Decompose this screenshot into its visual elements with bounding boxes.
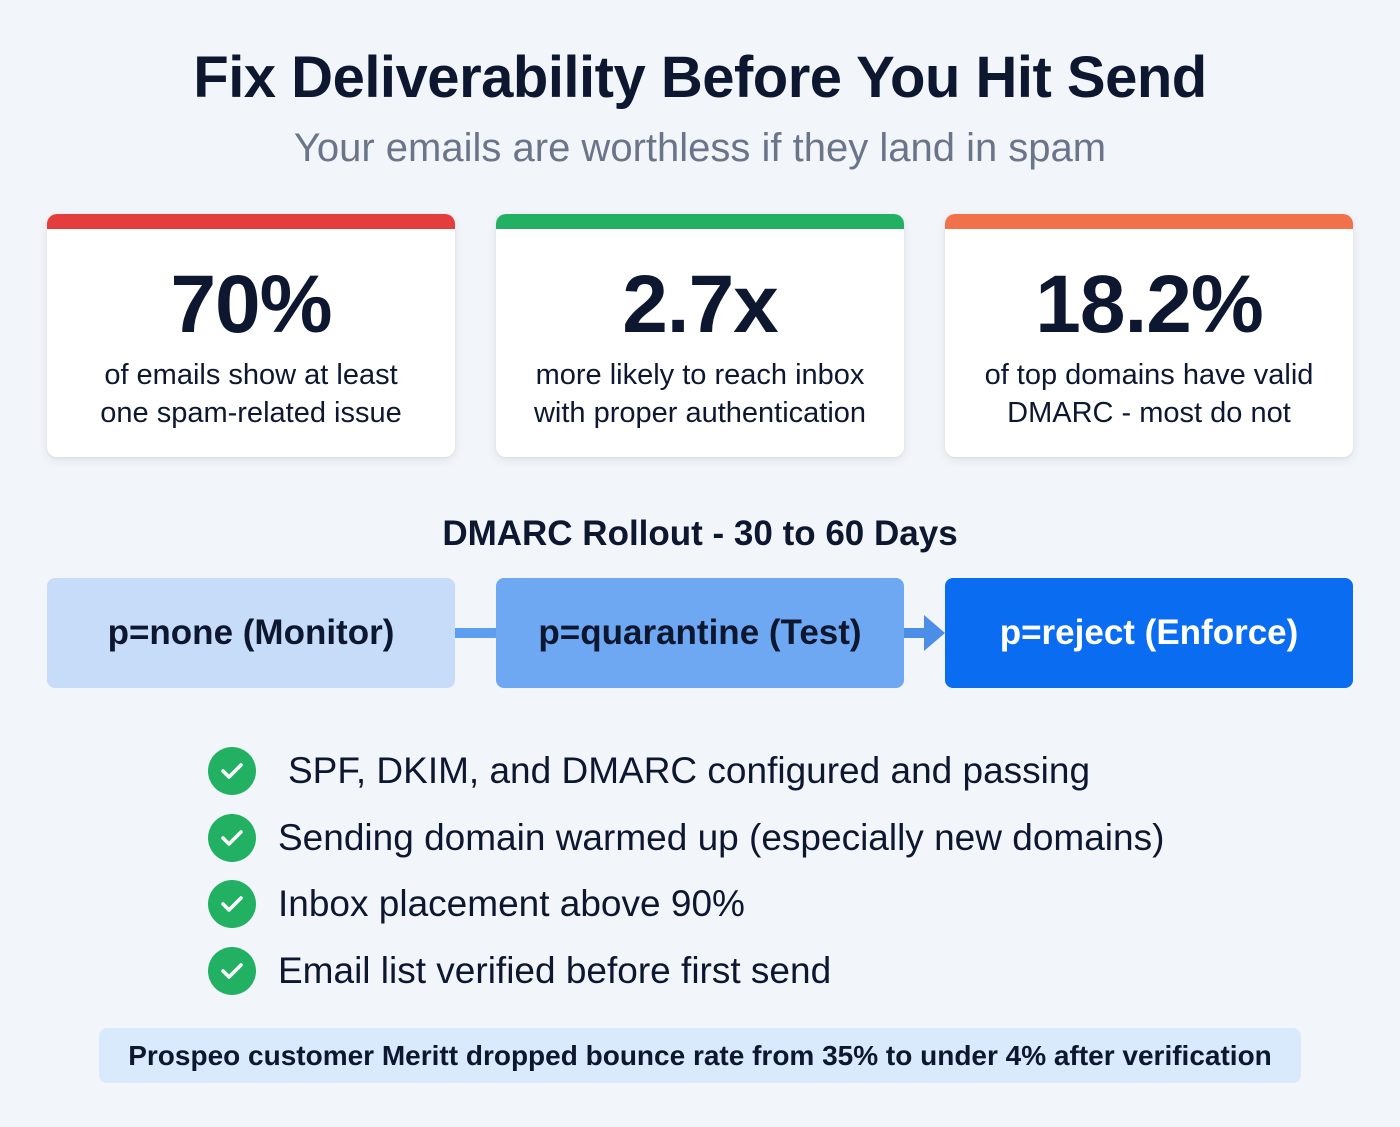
stat-card-dmarc: 18.2% of top domains have valid DMARC - … xyxy=(945,214,1353,457)
check-circle-icon xyxy=(208,813,256,862)
checklist-item-text: Inbox placement above 90% xyxy=(278,883,745,925)
checklist-item: Sending domain warmed up (especially new… xyxy=(208,805,1164,872)
checklist-item-text: SPF, DKIM, and DMARC configured and pass… xyxy=(288,750,1091,792)
rollout-step-label: p=quarantine (Test) xyxy=(538,613,862,652)
check-circle-icon xyxy=(208,747,256,796)
stat-value: 2.7x xyxy=(622,259,779,350)
rollout-step-label: p=none (Monitor) xyxy=(107,613,395,652)
rollout-step-quarantine: p=quarantine (Test) xyxy=(496,578,904,688)
callout-text: Prospeo customer Meritt dropped bounce r… xyxy=(128,1039,1272,1071)
stat-description: of emails show at least one spam-related… xyxy=(47,356,455,432)
stat-description-line: more likely to reach inbox xyxy=(535,359,865,391)
stat-card-authentication: 2.7x more likely to reach inbox with pro… xyxy=(496,214,904,457)
page-title: Fix Deliverability Before You Hit Send xyxy=(193,45,1207,110)
page-subtitle: Your emails are worthless if they land i… xyxy=(293,126,1107,170)
stat-description-line: of emails show at least xyxy=(104,359,398,391)
stat-value: 18.2% xyxy=(1035,259,1264,350)
checklist-item-text: Sending domain warmed up (especially new… xyxy=(278,816,1165,858)
case-study-callout: Prospeo customer Meritt dropped bounce r… xyxy=(99,1028,1301,1083)
rollout-step-reject: p=reject (Enforce) xyxy=(945,578,1353,688)
rollout-title: DMARC Rollout - 30 to 60 Days xyxy=(442,514,958,553)
accent-bar-red xyxy=(47,214,455,229)
stat-value: 70% xyxy=(170,259,332,350)
stat-description-line: DMARC - most do not xyxy=(1007,397,1291,429)
stat-description-line: one spam-related issue xyxy=(100,397,402,429)
check-circle-icon xyxy=(208,946,256,995)
rollout-step-label: p=reject (Enforce) xyxy=(999,613,1299,652)
connector-line xyxy=(455,628,496,638)
checklist-item: SPF, DKIM, and DMARC configured and pass… xyxy=(208,738,1164,805)
check-circle-icon xyxy=(208,880,256,929)
checklist-item-text: Email list verified before first send xyxy=(278,949,832,991)
arrow-right-icon xyxy=(904,615,945,651)
accent-bar-green xyxy=(496,214,904,229)
checklist-item: Email list verified before first send xyxy=(208,938,1164,1005)
rollout-step-none: p=none (Monitor) xyxy=(47,578,455,688)
accent-bar-orange xyxy=(945,214,1353,229)
checklist: SPF, DKIM, and DMARC configured and pass… xyxy=(208,738,1164,1004)
stat-description-line: of top domains have valid xyxy=(984,359,1314,391)
stat-description: of top domains have valid DMARC - most d… xyxy=(945,356,1353,432)
stat-description: more likely to reach inbox with proper a… xyxy=(496,356,904,432)
stat-description-line: with proper authentication xyxy=(533,397,867,429)
stat-card-spam-issues: 70% of emails show at least one spam-rel… xyxy=(47,214,455,457)
checklist-item: Inbox placement above 90% xyxy=(208,871,1164,938)
